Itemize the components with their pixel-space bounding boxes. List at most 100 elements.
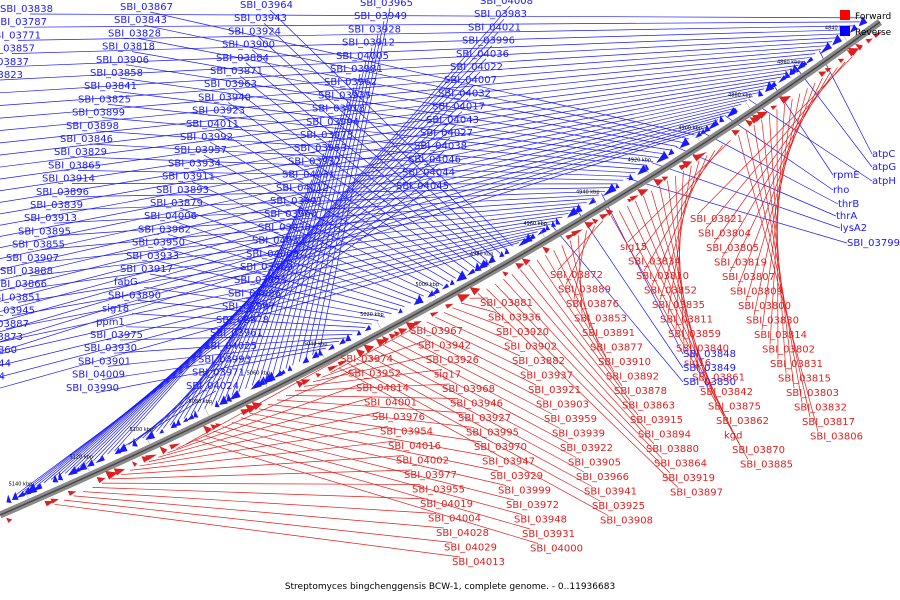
label-leader-lines xyxy=(0,5,873,558)
forward-gene-arrow xyxy=(337,360,349,367)
forward-gene-arrow xyxy=(591,218,599,225)
gene-label: SBI_03936 xyxy=(488,313,541,324)
gene-label: SBI_03819 xyxy=(714,258,767,269)
leader-line xyxy=(818,50,873,155)
leader-line xyxy=(111,469,413,480)
leader-line xyxy=(211,219,295,406)
leader-line xyxy=(23,21,860,28)
gene-label: SBI_03962 xyxy=(324,77,377,88)
kbp-tick: 5140 kbp xyxy=(9,482,32,499)
reverse-gene-arrow xyxy=(175,419,182,427)
forward-gene-arrow xyxy=(430,311,439,317)
leader-line xyxy=(128,377,223,445)
kbp-tick-mark xyxy=(204,406,209,416)
forward-gene-arrow xyxy=(363,344,375,354)
kbp-tick-label: 5100 kbp xyxy=(130,427,154,433)
forward-gene-arrow xyxy=(388,333,397,340)
leader-line xyxy=(231,179,313,396)
leader-line xyxy=(191,181,431,293)
leader-line xyxy=(573,230,587,300)
gene-label: SBI_03927 xyxy=(458,413,511,424)
reverse-gene-arrow xyxy=(714,118,720,126)
leader-line xyxy=(0,227,544,343)
leader-line xyxy=(245,62,488,261)
gene-label: SBI_03818 xyxy=(102,42,155,53)
gene-label: SBI_03913 xyxy=(24,213,77,224)
leader-line xyxy=(240,417,499,472)
leader-line xyxy=(137,38,683,143)
forward-gene-arrow xyxy=(295,380,304,388)
leader-line xyxy=(575,208,684,369)
gene-label: SBI_03832 xyxy=(794,403,847,414)
forward-gene-arrow xyxy=(865,38,873,44)
gene-label: SBI_03862 xyxy=(716,416,769,427)
gene-arrows xyxy=(6,16,883,523)
gene-label: SBI_03907 xyxy=(6,253,59,264)
reverse-gene-arrow xyxy=(832,34,843,46)
gene-label: SBI_03995 xyxy=(466,428,519,439)
gene-label: SBI_03787 xyxy=(0,17,47,28)
gene-label: SBI_03983 xyxy=(474,9,527,20)
reverse-gene-arrow xyxy=(73,466,81,474)
gene-label: SBI_03839 xyxy=(30,200,83,211)
leader-line xyxy=(626,205,733,431)
forward-gene-arrow xyxy=(818,71,827,77)
leader-line xyxy=(339,367,609,516)
gene-label: SBI_03923 xyxy=(192,106,245,117)
gene-label: SBI_03890 xyxy=(108,290,161,301)
reverse-gene-arrow xyxy=(145,430,156,441)
leader-line xyxy=(35,205,581,264)
leader-line xyxy=(272,100,349,376)
gene-label: SBI_04004 xyxy=(428,514,481,525)
leader-line xyxy=(29,164,439,490)
gene-label: sig16 xyxy=(684,358,711,369)
gene-label: SBI_03799 xyxy=(847,238,900,249)
reverse-gene-arrow xyxy=(537,227,547,236)
gene-label: SBI_03919 xyxy=(662,473,715,484)
forward-gene-arrow xyxy=(456,294,471,303)
reverse-gene-arrow xyxy=(733,107,738,114)
gene-label: SBI_04029 xyxy=(444,543,497,554)
reverse-gene-arrow xyxy=(219,395,228,405)
reverse-gene-arrow xyxy=(644,164,650,171)
gene-label: SBI_03942 xyxy=(418,341,471,352)
forward-gene-arrow xyxy=(855,43,863,51)
gene-label: SBI_03895 xyxy=(18,226,71,237)
forward-gene-arrow xyxy=(824,67,832,73)
gene-label: SBI_04022 xyxy=(450,62,503,73)
forward-gene-arrow xyxy=(770,105,778,110)
forward-gene-arrow xyxy=(661,176,669,181)
leader-line xyxy=(239,75,482,265)
kbp-tick-mark xyxy=(694,132,701,142)
gene-label: SBI_03965 xyxy=(360,0,413,9)
gene-label: SBI_03955 xyxy=(412,485,465,496)
forward-gene-arrow xyxy=(629,195,639,202)
kbp-tick-mark xyxy=(643,164,650,174)
leader-line xyxy=(257,36,501,254)
leader-line xyxy=(303,369,443,387)
leader-line xyxy=(776,109,779,360)
leader-line xyxy=(565,225,596,285)
gene-label: SBI_03969 xyxy=(240,262,293,273)
reverse-gene-arrow xyxy=(545,224,551,231)
legend: Forward Reverse xyxy=(840,10,892,38)
legend-reverse-label: Reverse xyxy=(855,28,892,38)
reverse-gene-arrow xyxy=(791,63,800,74)
gene-label: SBI_03917 xyxy=(120,264,173,275)
leader-line xyxy=(47,198,593,237)
reverse-gene-arrow xyxy=(478,259,488,270)
gene-label: SBI_03978 xyxy=(216,315,269,326)
gene-label: rpmE xyxy=(833,170,860,181)
leader-line xyxy=(477,293,679,488)
forward-gene-arrow xyxy=(731,130,741,136)
forward-gene-arrow xyxy=(105,470,118,480)
gene-label: SBI_03838 xyxy=(0,4,53,15)
leader-line xyxy=(409,330,545,400)
gene-label: SBI_03837 xyxy=(0,57,29,68)
leader-line xyxy=(400,335,553,415)
gene-label: SBI_03888 xyxy=(0,266,53,277)
gene-label: SBI_03815 xyxy=(778,374,831,385)
gene-label: SBI_03960 xyxy=(264,209,317,220)
kbp-tick: 4860 kbp xyxy=(777,59,801,75)
gene-label: SBI_03928 xyxy=(348,24,401,35)
